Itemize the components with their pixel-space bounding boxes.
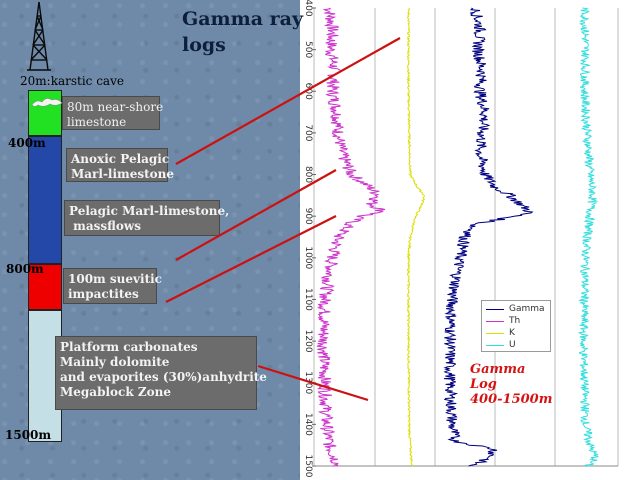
annotation-text: 80m near-shore <box>67 100 164 114</box>
cave-label: 20m:karstic cave <box>20 74 124 88</box>
chart-legend: Gamma Th K U <box>481 300 551 352</box>
depth-label-1500: 1500m <box>5 428 52 442</box>
annotation-anoxic-marl: Anoxic Pelagic Marl-limestone <box>66 148 175 182</box>
column-suevitic-impactites <box>28 264 62 310</box>
legend-swatch <box>486 332 504 334</box>
depth-label-800: 800m <box>6 262 44 276</box>
legend-swatch <box>486 320 504 322</box>
y-tick-label: 800 <box>303 166 313 183</box>
annotation-text: Marl-limestone <box>71 167 175 181</box>
annotation-text: Platform carbonates <box>60 340 198 354</box>
series-line-u <box>577 7 599 467</box>
annotation-platform-carbonates: Platform carbonates Mainly dolomite and … <box>55 336 267 410</box>
legend-label: K <box>509 328 515 338</box>
y-tick-label: 700 <box>303 124 313 141</box>
y-tick-label: 1200 <box>303 330 313 353</box>
y-tick-label: 400 <box>303 0 313 17</box>
annotation-text: 100m suevitic <box>68 272 162 286</box>
legend-swatch <box>486 308 504 310</box>
drill-rig-icon <box>27 1 51 71</box>
title-line-1: Gamma ray <box>182 8 304 30</box>
legend-label: U <box>509 340 516 350</box>
legend-swatch <box>486 344 504 346</box>
column-pelagic-marl <box>28 136 62 264</box>
y-tick-label: 1400 <box>303 413 313 436</box>
depth-label-400: 400m <box>8 136 46 150</box>
legend-entry: Th <box>486 315 520 327</box>
annotation-near-shore-limestone: 80m near-shore limestone <box>62 96 164 130</box>
series-line-gamma <box>443 7 534 467</box>
annotation-text: Megablock Zone <box>60 385 171 399</box>
gamma-note-line: Log <box>470 377 497 392</box>
column-near-shore-limestone <box>28 90 62 136</box>
y-tick-label: 1300 <box>303 371 313 394</box>
annotation-text: Pelagic Marl-limestone, <box>69 204 230 218</box>
y-tick-label: 600 <box>303 83 313 100</box>
series-line-k <box>406 7 425 467</box>
cave-icon <box>31 98 63 107</box>
annotation-text: Mainly dolomite <box>60 355 170 369</box>
annotation-suevitic-impactites: 100m suevitic impactites <box>63 268 162 304</box>
annotation-text: Anoxic Pelagic <box>71 152 170 166</box>
gamma-log-chart: 400 500 600 700 800 900 1000 1100 1200 1300 1400 15… <box>303 0 619 478</box>
y-tick-label: 1100 <box>303 288 313 311</box>
legend-entry: U <box>486 339 516 351</box>
title-line-2: logs <box>182 34 226 56</box>
annotation-pelagic-marl: Pelagic Marl-limestone, massflows <box>64 200 230 236</box>
annotation-text: impactites <box>68 287 139 301</box>
y-tick-label: 900 <box>303 208 313 225</box>
annotation-text: limestone <box>67 115 127 129</box>
y-tick-label: 1000 <box>303 246 313 269</box>
legend-label: Gamma <box>509 304 545 314</box>
y-tick-label: 500 <box>303 41 313 58</box>
legend-entry: Gamma <box>486 303 545 315</box>
y-tick-label: 1500 <box>303 455 313 478</box>
legend-entry: K <box>486 327 515 339</box>
legend-label: Th <box>509 316 521 326</box>
annotation-text: massflows <box>69 219 141 233</box>
annotation-text: and evaporites (30%)anhydrite <box>60 370 267 384</box>
gamma-note-line: 400-1500m <box>470 392 553 407</box>
gamma-log-note: Gamma Log 400-1500m <box>470 362 552 407</box>
gamma-note-line: Gamma <box>470 362 526 377</box>
